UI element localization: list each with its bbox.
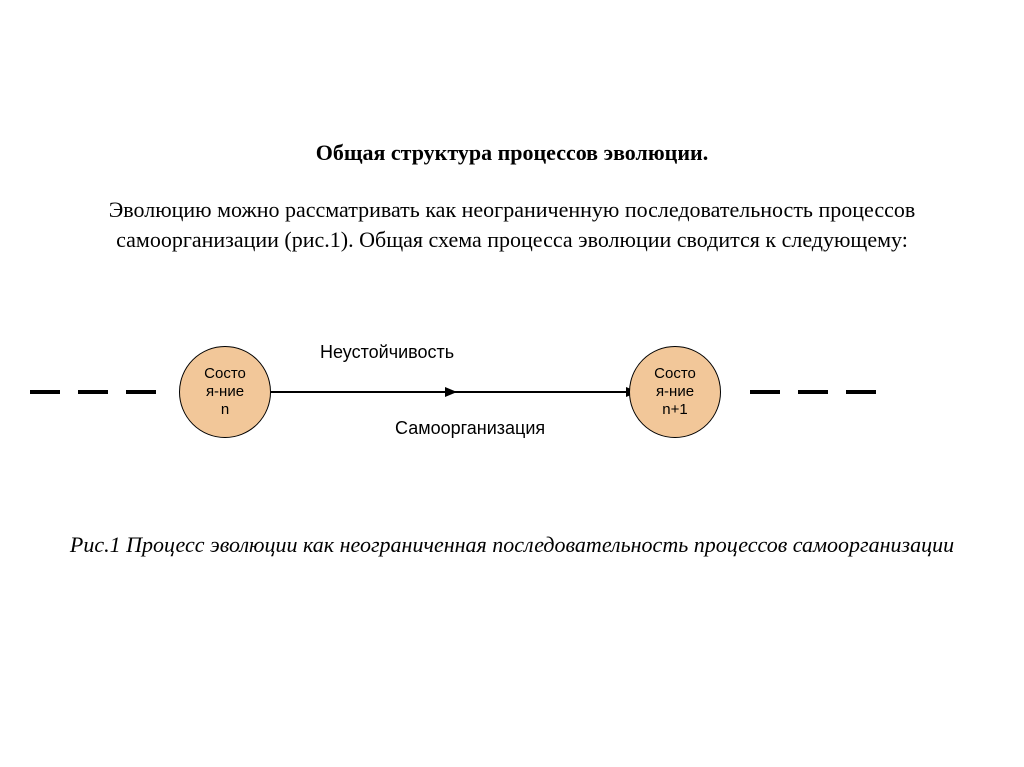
- arrowhead-icon: [445, 387, 457, 397]
- state-node: Состоя-ниеn: [179, 346, 271, 438]
- figure-caption: Рис.1 Процесс эволюции как неограниченна…: [45, 530, 979, 560]
- state-node: Состоя-ниеn+1: [629, 346, 721, 438]
- dash-segment: [30, 390, 60, 394]
- intro-paragraph: Эволюцию можно рассматривать как неогран…: [45, 195, 979, 254]
- edge-label-top: Неустойчивость: [320, 342, 454, 363]
- diagram: Состоя-ниеn Состоя-ниеn+1 Неустойчивость Са…: [0, 310, 1024, 490]
- page-title: Общая структура процессов эволюции.: [0, 140, 1024, 166]
- dash-segment: [798, 390, 828, 394]
- dash-segment: [846, 390, 876, 394]
- edge-label-bottom: Самоорганизация: [395, 418, 545, 439]
- dash-segment: [126, 390, 156, 394]
- dash-segment: [750, 390, 780, 394]
- dash-segment: [78, 390, 108, 394]
